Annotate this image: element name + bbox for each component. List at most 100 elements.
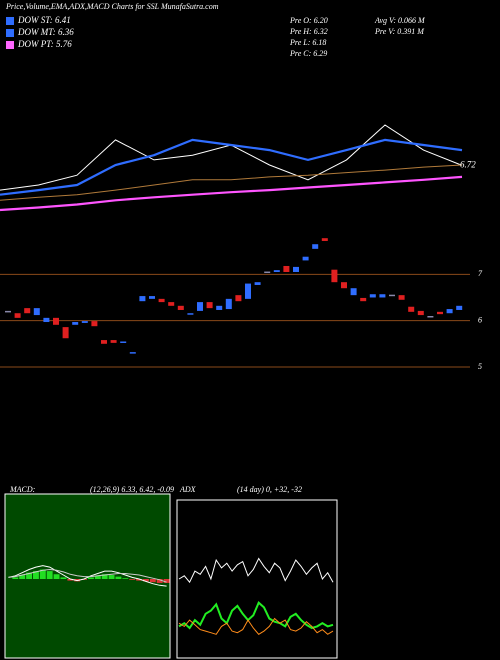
series-line bbox=[0, 175, 463, 212]
candle-body bbox=[72, 322, 79, 325]
pre-close: Pre C: 6.29 bbox=[289, 49, 327, 58]
macd-histogram-bar bbox=[143, 579, 149, 582]
candle-body bbox=[283, 265, 290, 272]
macd-histogram-bar bbox=[39, 569, 46, 579]
series-line bbox=[0, 138, 463, 196]
avg-volume: Avg V: 0.066 M bbox=[374, 16, 426, 25]
candle-body bbox=[33, 308, 40, 316]
candle-body bbox=[197, 302, 203, 311]
candle-body bbox=[110, 340, 117, 343]
macd-histogram-bar bbox=[33, 571, 39, 579]
candle-body bbox=[321, 238, 328, 241]
candle-body bbox=[120, 341, 127, 343]
pre-high: Pre H: 6.32 bbox=[289, 27, 328, 36]
pre-open: Pre O: 6.20 bbox=[289, 16, 328, 25]
candle-body bbox=[24, 308, 31, 314]
dow-swatch bbox=[6, 29, 14, 37]
macd-histogram-bar bbox=[115, 576, 122, 579]
candle-body bbox=[350, 288, 357, 296]
candle-body bbox=[408, 306, 415, 312]
candle-body bbox=[139, 296, 146, 302]
candle-body bbox=[427, 316, 434, 318]
pre-low: Pre L: 6.18 bbox=[289, 38, 326, 47]
candle-body bbox=[43, 317, 50, 323]
macd-histogram-bar bbox=[53, 574, 60, 579]
candle-body bbox=[216, 305, 223, 310]
macd-histogram-bar bbox=[163, 579, 170, 583]
macd-histogram-bar bbox=[26, 572, 32, 579]
price-annotation: 6.72 bbox=[460, 159, 476, 169]
candle-body bbox=[331, 269, 338, 283]
candle-body bbox=[81, 321, 88, 323]
macd-histogram-bar bbox=[122, 578, 129, 579]
candle-body bbox=[225, 298, 232, 310]
dow-label: DOW ST: 6.41 bbox=[17, 15, 71, 25]
dow-label: DOW PT: 5.76 bbox=[17, 39, 72, 49]
y-tick-label: 6 bbox=[478, 315, 482, 324]
page-title: Price,Volume,EMA,ADX,MACD Charts for SSL… bbox=[5, 2, 219, 11]
candle-body bbox=[302, 256, 309, 261]
candle-body bbox=[369, 294, 376, 298]
candle-body bbox=[379, 294, 386, 298]
y-tick-label: 7 bbox=[478, 269, 483, 278]
candle-body bbox=[235, 295, 242, 302]
macd-title: MACD: bbox=[9, 485, 36, 494]
candle-body bbox=[245, 283, 251, 299]
series-line bbox=[178, 601, 334, 630]
candle-body bbox=[293, 266, 299, 272]
candle-body bbox=[62, 327, 69, 339]
dow-swatch bbox=[6, 17, 14, 25]
macd-histogram-bar bbox=[156, 579, 163, 583]
candle-body bbox=[168, 302, 175, 306]
series-line bbox=[8, 565, 167, 587]
candle-body bbox=[398, 295, 405, 300]
macd-histogram-bar bbox=[67, 579, 74, 581]
candle-body bbox=[206, 302, 213, 309]
candle-body bbox=[254, 282, 261, 285]
candle-body bbox=[149, 296, 155, 299]
candle-body bbox=[101, 340, 107, 344]
candle-body bbox=[91, 321, 98, 327]
adx-params: (14 day) 0, +32, -32 bbox=[237, 485, 302, 494]
series-line bbox=[178, 557, 334, 584]
candle-body bbox=[273, 270, 280, 272]
candle-body bbox=[417, 310, 424, 316]
candle-body bbox=[264, 271, 271, 274]
candle-body bbox=[129, 352, 136, 354]
series-line bbox=[178, 617, 334, 635]
adx-title: ADX bbox=[179, 485, 197, 494]
adx-panel bbox=[176, 499, 338, 659]
pre-volume: Pre V: 0.391 M bbox=[374, 27, 425, 36]
candle-body bbox=[341, 282, 347, 289]
macd-histogram-bar bbox=[108, 575, 115, 579]
candle-body bbox=[5, 310, 11, 313]
macd-params: (12,26,9) 6.33, 6.42, -0.09 bbox=[90, 485, 174, 494]
macd-histogram-bar bbox=[129, 579, 136, 580]
macd-histogram-bar bbox=[19, 575, 26, 579]
dow-label: DOW MT: 6.36 bbox=[17, 27, 74, 37]
y-tick-label: 5 bbox=[478, 362, 482, 371]
macd-histogram-bar bbox=[12, 577, 19, 579]
candle-body bbox=[53, 317, 59, 325]
candle-body bbox=[389, 294, 395, 297]
macd-histogram-bar bbox=[149, 579, 156, 583]
macd-histogram-bar bbox=[136, 579, 142, 581]
candle-body bbox=[456, 305, 463, 310]
candle-body bbox=[446, 309, 453, 314]
macd-histogram-bar bbox=[46, 571, 53, 579]
macd-histogram-bar bbox=[88, 577, 94, 579]
series-line bbox=[8, 568, 167, 583]
candle-body bbox=[312, 244, 319, 249]
macd-histogram-bar bbox=[101, 574, 108, 579]
macd-histogram-bar bbox=[60, 577, 67, 579]
candle-body bbox=[187, 313, 194, 315]
candle-body bbox=[158, 298, 165, 303]
macd-histogram-bar bbox=[94, 575, 101, 579]
candle-body bbox=[14, 313, 21, 318]
candle-body bbox=[177, 305, 184, 310]
candle-body bbox=[360, 297, 367, 302]
candle-body bbox=[437, 311, 443, 315]
series-line bbox=[0, 164, 463, 201]
dow-swatch bbox=[6, 41, 14, 49]
